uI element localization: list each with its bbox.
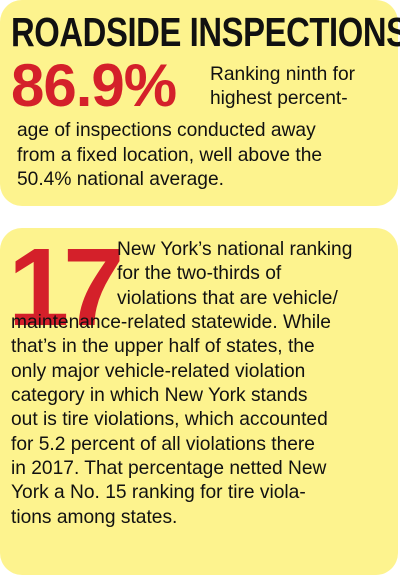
violations-text-line: for 5.2 percent of all violations there [11, 434, 315, 455]
violations-text-line: New York’s national ranking [117, 239, 353, 260]
violations-text-line: category in which New York stands [11, 385, 308, 406]
violations-text-line: maintenance-related statewide. While [11, 312, 331, 333]
roadside-inspections-card [0, 0, 398, 206]
roadside-text-line: Ranking ninth for [210, 64, 356, 85]
violations-text-line: tions among states. [11, 507, 178, 528]
violations-text-line: only major vehicle-related violation [11, 361, 306, 382]
inspection-percentage-stat: 86.9% [11, 52, 177, 119]
violations-text-line: out is tire violations, which accounted [11, 409, 328, 430]
violations-text-line: for the two-thirds of [117, 263, 282, 284]
vehicle-violations-card [0, 228, 398, 575]
roadside-text-line: age of inspections conducted away [17, 120, 316, 141]
violations-text-line: violations that are vehicle/ [117, 288, 338, 309]
roadside-text-line: from a fixed location, well above the [17, 145, 323, 166]
violations-text-line: in 2017. That percentage netted New [11, 458, 327, 479]
roadside-inspections-headline: ROADSIDE INSPECTIONS: [11, 9, 400, 55]
violations-text-line: York a No. 15 ranking for tire viola- [11, 482, 306, 503]
violations-text-line: that’s in the upper half of states, the [11, 336, 315, 357]
roadside-text-line: 50.4% national average. [17, 169, 224, 190]
roadside-text-line: highest percent- [210, 88, 348, 109]
national-ranking-stat: 17 [8, 226, 124, 349]
